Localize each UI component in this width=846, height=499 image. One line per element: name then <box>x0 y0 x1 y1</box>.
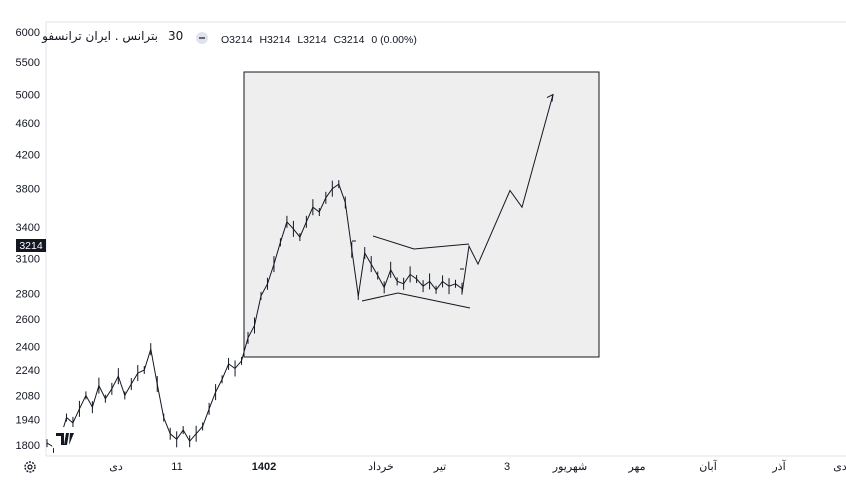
x-tick-label: 1402 <box>252 461 276 473</box>
y-tick-label: 1940 <box>16 414 40 426</box>
gear-icon[interactable] <box>24 461 36 473</box>
triangle-upper-line-left <box>372 235 415 250</box>
x-tick-label: آذر <box>771 460 786 473</box>
ohlc-change-value: 0 (0.00%) <box>371 34 417 46</box>
y-tick-label: 5500 <box>16 57 40 69</box>
current-price-label: 3214 <box>19 240 43 252</box>
ohlc-high-value: 3214 <box>267 34 291 46</box>
price-series-layer <box>46 180 463 453</box>
ohlc-open-value: 3214 <box>229 34 253 46</box>
minus-circle-icon[interactable] <box>196 32 208 44</box>
y-tick-label: 3100 <box>16 254 40 266</box>
ohlc-low-value: 3214 <box>303 34 327 46</box>
y-tick-label: 2080 <box>16 390 40 402</box>
x-tick-label: آبان <box>699 460 717 473</box>
x-tick-label: دی <box>109 461 123 473</box>
x-tick-label: دی <box>833 461 846 473</box>
drawing-rectangle[interactable] <box>243 71 600 358</box>
symbol-title[interactable]: بترانس . ایران ترانسفو <box>41 29 158 44</box>
logo-bg <box>52 427 78 449</box>
current-price-badge: 3214 <box>16 239 46 252</box>
x-tick-label: 11 <box>171 461 182 473</box>
triangle-upper-line-right <box>413 243 470 250</box>
y-tick-label: 4200 <box>16 149 40 161</box>
projection-line <box>461 94 554 294</box>
triangle-lower-line-left <box>361 292 399 302</box>
y-tick-label: 2240 <box>16 365 40 377</box>
gear-inner <box>27 464 33 470</box>
triangle-pattern-drawing[interactable] <box>352 235 471 309</box>
x-tick-label: 3 <box>504 461 510 473</box>
y-tick-label: 6000 <box>16 27 40 39</box>
interval-label[interactable]: 30 <box>168 29 183 43</box>
y-tick-label: 1800 <box>16 440 40 452</box>
x-tick-label: تیر <box>433 461 446 473</box>
current-price-badge-bg <box>16 239 46 252</box>
x-tick-label: شهریور <box>552 461 587 473</box>
ohlc-readout: O3214 H3214 L3214 C3214 0 (0.00%) <box>221 34 417 46</box>
ohlc-high-label: H <box>259 34 267 46</box>
x-tick-label: مهر <box>627 461 645 473</box>
projection-arrowhead <box>546 93 554 102</box>
gear-outer <box>24 461 36 473</box>
triangle-lower-line-right <box>397 292 471 309</box>
ohlc-low-label: L <box>297 34 303 46</box>
projection-drawing[interactable] <box>461 93 554 294</box>
ohlc-open-label: O <box>221 34 229 46</box>
y-tick-label: 2400 <box>16 341 40 353</box>
price-axis[interactable]: 6000 5500 5000 4600 4200 3800 3400 3100 2800 2600… <box>16 27 40 452</box>
ohlc-close-value: 3214 <box>341 34 365 46</box>
y-tick-label: 5000 <box>16 90 40 102</box>
ohlc-close-label: C <box>333 34 341 46</box>
y-tick-label: 3800 <box>16 184 40 196</box>
x-tick-label: خرداد <box>368 461 394 473</box>
y-tick-label: 3400 <box>16 222 40 234</box>
y-tick-label: 2600 <box>16 314 40 326</box>
logo-mark <box>56 433 74 445</box>
y-tick-label: 2800 <box>16 288 40 300</box>
tradingview-logo-icon[interactable] <box>52 427 78 449</box>
y-tick-label: 4600 <box>16 118 40 130</box>
time-axis[interactable]: دی 11 1402 خرداد تیر 3 شهریور مهر آبان آذر دی <box>109 460 846 473</box>
